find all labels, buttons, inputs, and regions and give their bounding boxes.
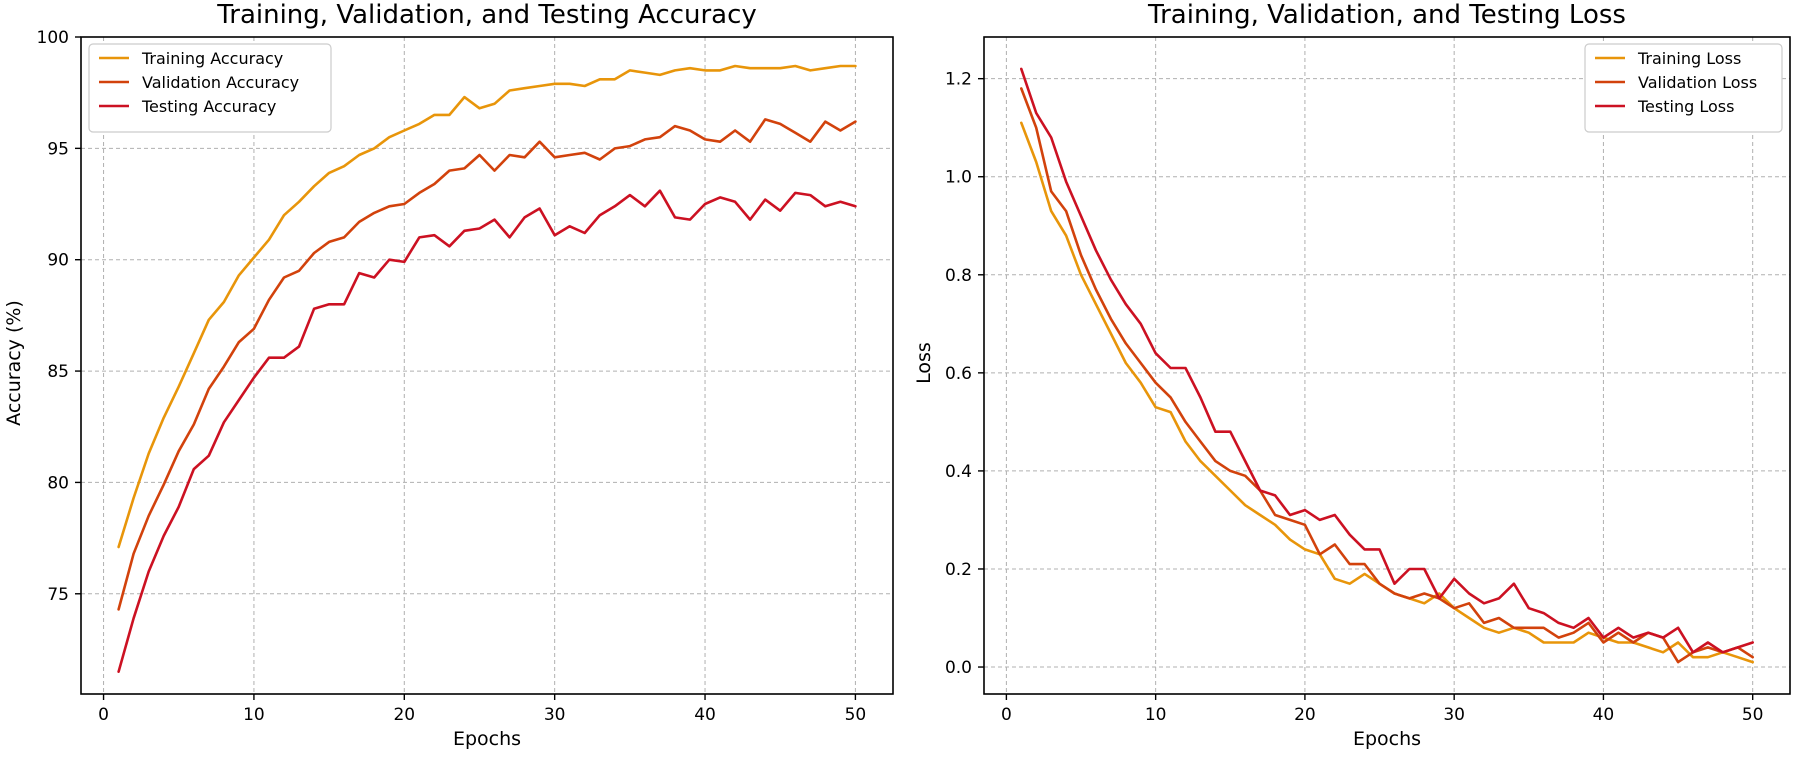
loss-y-tick-label: 0.0	[945, 658, 972, 678]
legend-label-validation-accuracy: Validation Accuracy	[142, 73, 299, 92]
accuracy-x-tick-label: 20	[393, 705, 415, 725]
accuracy-x-axis-label: Epochs	[453, 728, 521, 750]
accuracy-x-tick-label: 30	[544, 705, 566, 725]
loss-x-axis-label: Epochs	[1353, 728, 1421, 750]
accuracy-series-validation-accuracy	[117, 118, 857, 611]
accuracy-plot-frame	[80, 36, 894, 695]
loss-y-tick-label: 1.0	[945, 168, 972, 188]
loss-x-tick-label: 50	[1742, 705, 1764, 725]
legend-label-training-accuracy: Training Accuracy	[141, 49, 283, 68]
loss-y-tick-label: 0.6	[945, 364, 972, 384]
accuracy-x-tick-label: 10	[243, 705, 265, 725]
legend-label-validation-loss: Validation Loss	[1638, 73, 1757, 92]
accuracy-series	[117, 64, 857, 674]
accuracy-y-tick-label: 100	[37, 28, 69, 48]
accuracy-y-tick-label: 85	[47, 362, 69, 382]
loss-series-training-loss	[1019, 121, 1754, 664]
loss-x-tick-label: 10	[1145, 705, 1167, 725]
accuracy-legend-box	[88, 43, 332, 133]
loss-y-axis-label: Loss	[913, 342, 935, 384]
accuracy-x-tick-label: 50	[845, 705, 867, 725]
accuracy-series-testing-accuracy	[117, 189, 857, 674]
accuracy-chart-title: Training, Validation, and Testing Accura…	[216, 0, 757, 30]
loss-y-tick-label: 0.2	[945, 560, 972, 580]
accuracy-grid	[81, 36, 893, 694]
accuracy-x-tick-label: 40	[694, 705, 716, 725]
loss-x-tick-label: 20	[1294, 705, 1316, 725]
accuracy-y-tick-label: 90	[47, 251, 69, 271]
loss-chart: Training, Validation, and Testing Loss E…	[913, 0, 1791, 750]
loss-grid	[984, 37, 1790, 694]
accuracy-x-tick-label: 0	[98, 705, 109, 725]
accuracy-y-tick-label: 75	[47, 585, 69, 605]
loss-y-tick-label: 0.4	[945, 462, 972, 482]
accuracy-y-tick-label: 80	[47, 473, 69, 493]
loss-x-tick-label: 0	[1001, 705, 1012, 725]
loss-chart-title: Training, Validation, and Testing Loss	[1147, 0, 1626, 30]
accuracy-series-training-accuracy	[117, 64, 857, 549]
loss-legend-box	[1584, 43, 1783, 133]
loss-series	[1019, 67, 1754, 664]
loss-legend: Training Loss Validation Loss Testing Loss	[1584, 43, 1783, 133]
legend-label-training-loss: Training Loss	[1637, 49, 1741, 68]
legend-label-testing-loss: Testing Loss	[1637, 97, 1734, 116]
accuracy-y-axis-label: Accuracy (%)	[3, 300, 25, 426]
accuracy-ticks: 0 10 20 30 40 50 75 80 85 90 95 100	[37, 28, 867, 725]
loss-series-testing-loss	[1019, 67, 1754, 654]
loss-plot-frame	[983, 36, 1791, 695]
legend-label-testing-accuracy: Testing Accuracy	[141, 97, 276, 116]
loss-ticks: 0 10 20 30 40 50 0.0 0.2 0.4 0.6 0.8 1.0 1.2	[945, 70, 1764, 725]
accuracy-legend: Training Accuracy Validation Accuracy Test…	[88, 43, 332, 133]
accuracy-chart: Training, Validation, and Testing Accura…	[3, 0, 894, 750]
loss-y-tick-label: 1.2	[945, 70, 972, 90]
loss-series-validation-loss	[1019, 87, 1754, 664]
loss-x-tick-label: 30	[1443, 705, 1465, 725]
accuracy-y-tick-label: 95	[47, 139, 69, 159]
loss-x-tick-label: 40	[1593, 705, 1615, 725]
loss-y-tick-label: 0.8	[945, 266, 972, 286]
